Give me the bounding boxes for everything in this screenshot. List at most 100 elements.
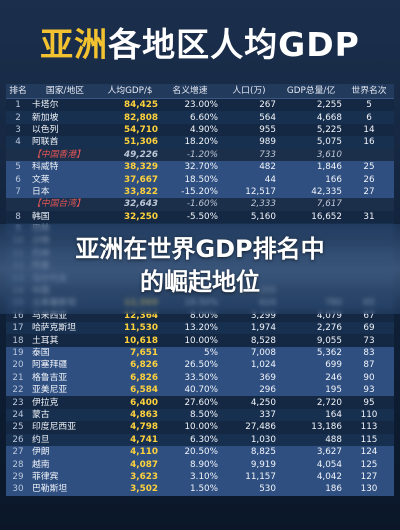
cell-growth: -1.20% — [160, 148, 220, 161]
cell-pop: 2,333 — [220, 198, 278, 211]
table-row: 19 泰国 7,651 5% 7,008 5,362 83 — [6, 346, 394, 360]
cell-world: 95 — [344, 396, 394, 409]
cell-pop: 1,024 — [220, 359, 278, 372]
cell-pop: 8,825 — [220, 445, 278, 459]
cell-growth: 6.60% — [160, 111, 220, 124]
cell-rank: 26 — [6, 433, 30, 446]
cell-world: 87 — [344, 359, 394, 372]
cell-name: 菲律宾 — [30, 470, 100, 484]
table-row: 27 伊朗 4,110 20.50% 8,825 3,627 124 — [6, 445, 394, 459]
cell-pop: 482 — [220, 160, 278, 174]
cell-total: 5,225 — [278, 123, 344, 137]
cell-world: 6 — [344, 111, 394, 124]
cell-rank: 5 — [6, 160, 30, 174]
cell-gdp: 6,584 — [100, 383, 160, 397]
cell-growth: 8.90% — [160, 458, 220, 471]
cell-growth: 4.90% — [160, 123, 220, 137]
cell-total: 1,846 — [278, 160, 344, 174]
cell-gdp: 3,502 — [100, 483, 160, 496]
cell-world: 90 — [344, 371, 394, 384]
table-row: 18 土耳其 10,618 10.00% 8,528 9,055 73 — [6, 334, 394, 347]
cell-growth: 32.70% — [160, 160, 220, 174]
cell-growth: 18.50% — [160, 173, 220, 186]
cell-world: 26 — [344, 173, 394, 186]
cell-growth: -5.50% — [160, 210, 220, 223]
table-row: 8 韩国 32,250 -5.50% 5,160 16,652 31 — [6, 210, 394, 223]
cell-total: 4,668 — [278, 111, 344, 124]
cell-pop: 11,157 — [220, 470, 278, 484]
table-row: 28 越南 4,087 8.90% 9,919 4,054 125 — [6, 458, 394, 471]
cell-rank: 30 — [6, 483, 30, 496]
header-rank: 排名 — [6, 84, 30, 99]
cell-name: 哈萨克斯坦 — [30, 322, 100, 335]
cell-growth: 27.60% — [160, 396, 220, 409]
table-row: 7 日本 33,822 -15.20% 12,517 42,335 27 — [6, 185, 394, 199]
cell-rank: 28 — [6, 458, 30, 471]
cell-total: 699 — [278, 359, 344, 372]
cell-world: 125 — [344, 458, 394, 471]
cell-name: 卡塔尔 — [30, 98, 100, 112]
table-row: 6 文莱 37,667 18.50% 44 166 26 — [6, 173, 394, 186]
header-world-rank: 世界名次 — [344, 84, 394, 99]
cell-pop: 530 — [220, 483, 278, 496]
cell-growth: -15.20% — [160, 185, 220, 199]
cell-gdp: 51,306 — [100, 136, 160, 149]
caption: 亚洲在世界GDP排名中 的崛起地位 — [0, 233, 400, 299]
cell-total: 2,255 — [278, 98, 344, 112]
cell-name: 韩国 — [30, 210, 100, 223]
cell-world: 124 — [344, 445, 394, 459]
cell-total: 4,042 — [278, 470, 344, 484]
cell-growth: 18.20% — [160, 136, 220, 149]
cell-rank — [6, 198, 30, 211]
cell-world: 113 — [344, 421, 394, 434]
cell-growth: 5% — [160, 346, 220, 360]
cell-rank: 3 — [6, 123, 30, 137]
cell-rank: 19 — [6, 346, 30, 360]
cell-world: 5 — [344, 98, 394, 112]
cell-rank: 22 — [6, 383, 30, 397]
cell-gdp: 54,710 — [100, 123, 160, 137]
cell-gdp: 32,250 — [100, 210, 160, 223]
cell-name: 亚美尼亚 — [30, 383, 100, 397]
cell-name: 以色列 — [30, 123, 100, 137]
cell-name: 巴勒斯坦 — [30, 483, 100, 496]
cell-total: 5,362 — [278, 346, 344, 360]
cell-rank: 2 — [6, 111, 30, 124]
table-row: 24 蒙古 4,863 8.50% 337 164 110 — [6, 408, 394, 422]
cell-pop: 564 — [220, 111, 278, 124]
cell-rank: 1 — [6, 98, 30, 112]
table-row: 2 新加坡 82,808 6.60% 564 4,668 6 — [6, 111, 394, 124]
cell-rank: 29 — [6, 470, 30, 484]
cell-world — [344, 148, 394, 161]
cell-rank: 24 — [6, 408, 30, 422]
cell-pop: 337 — [220, 408, 278, 422]
cell-growth: -1.60% — [160, 198, 220, 211]
header-total: GDP总量/亿 — [278, 84, 344, 99]
cell-pop: 7,008 — [220, 346, 278, 360]
cell-rank: 25 — [6, 421, 30, 434]
cell-pop: 5,160 — [220, 210, 278, 223]
table-row: 22 亚美尼亚 6,584 40.70% 296 195 93 — [6, 383, 394, 397]
cell-name: 约旦 — [30, 433, 100, 446]
cell-name: 土耳其 — [30, 334, 100, 347]
caption-line-2: 的崛起地位 — [140, 268, 260, 296]
cell-total: 5,075 — [278, 136, 344, 149]
cell-pop: 4,250 — [220, 396, 278, 409]
cell-name: 泰国 — [30, 346, 100, 360]
title-rest: 各地区人均GDP — [108, 25, 360, 64]
table-row: 17 哈萨克斯坦 11,530 13.20% 1,974 2,276 69 — [6, 322, 394, 335]
cell-world — [344, 198, 394, 211]
cell-gdp: 33,822 — [100, 185, 160, 199]
cell-total: 195 — [278, 383, 344, 397]
cell-total: 166 — [278, 173, 344, 186]
cell-total: 164 — [278, 408, 344, 422]
table-row: 29 菲律宾 3,623 3.10% 11,157 4,042 127 — [6, 470, 394, 484]
cell-total: 3,610 — [278, 148, 344, 161]
cell-world: 115 — [344, 433, 394, 446]
cell-pop: 267 — [220, 98, 278, 112]
cell-gdp: 38,329 — [100, 160, 160, 174]
cell-pop: 369 — [220, 371, 278, 384]
cell-growth: 10.00% — [160, 421, 220, 434]
cell-pop: 296 — [220, 383, 278, 397]
cell-world: 31 — [344, 210, 394, 223]
